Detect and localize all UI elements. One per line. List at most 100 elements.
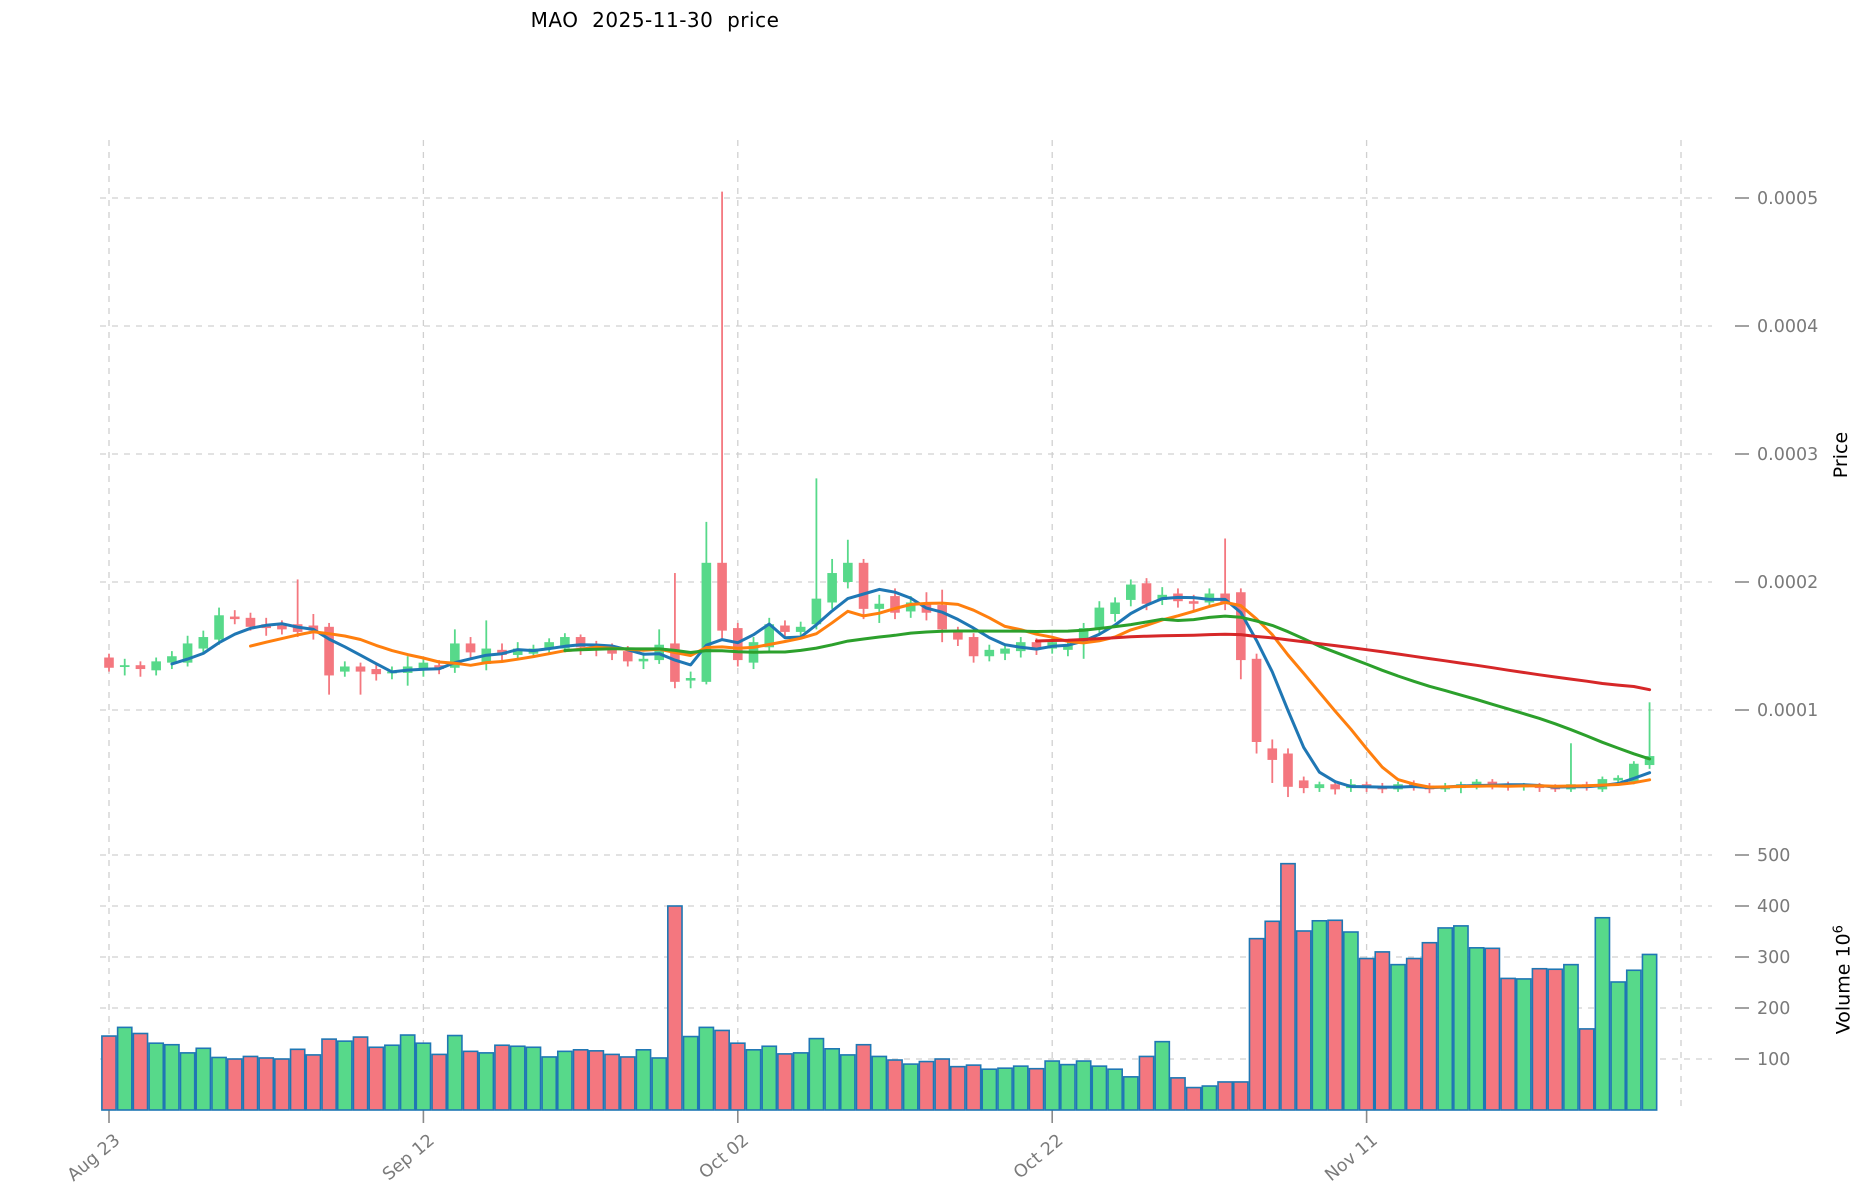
price-tick-label: 0.0001 <box>1757 701 1818 721</box>
volume-bar <box>1107 1068 1123 1111</box>
volume-bar <box>1154 1040 1171 1111</box>
moving-average-30 <box>563 614 1652 761</box>
volume-bar <box>368 1046 385 1111</box>
candle-body <box>968 637 979 657</box>
volume-bar <box>588 1050 605 1111</box>
candle-body <box>355 666 366 672</box>
volume-bar <box>1578 1028 1595 1111</box>
volume-bar <box>1625 969 1642 1111</box>
volume-bar <box>1122 1076 1139 1111</box>
volume-bar <box>604 1053 620 1111</box>
candle-body <box>465 643 476 653</box>
volume-bar <box>667 905 683 1111</box>
moving-average-5 <box>170 587 1652 790</box>
candle-body <box>780 625 790 632</box>
candle-body <box>277 625 287 630</box>
volume-bar <box>258 1057 275 1111</box>
volume-bar <box>1138 1055 1155 1111</box>
volume-tick-label: 400 <box>1757 897 1790 917</box>
volume-bar <box>1405 957 1422 1111</box>
volume-bar <box>1012 1065 1029 1111</box>
candle-body <box>434 665 444 670</box>
candle-body <box>1314 784 1325 789</box>
volume-bar <box>211 1056 227 1111</box>
candle-body <box>198 637 209 649</box>
volume-bar <box>179 1052 196 1111</box>
volume-bar <box>855 1043 872 1111</box>
volume-bar <box>1295 930 1312 1111</box>
candle-body <box>670 643 680 682</box>
volume-bar <box>1342 931 1359 1111</box>
candle-body <box>1094 607 1105 630</box>
candle-body <box>1063 644 1073 650</box>
volume-bar <box>1421 941 1438 1111</box>
candle-body <box>1251 658 1262 742</box>
volume-bar <box>572 1049 589 1111</box>
volume-bar <box>1091 1065 1108 1111</box>
volume-bar <box>651 1057 668 1111</box>
candle-body <box>1330 784 1340 790</box>
volume-bar <box>1248 937 1265 1111</box>
x-tick-label: Nov 11 <box>1321 1131 1381 1186</box>
volume-bar <box>635 1049 652 1111</box>
candle-body <box>1078 628 1089 644</box>
volume-bar <box>934 1058 951 1111</box>
moving-average-10 <box>249 600 1652 789</box>
volume-bar <box>336 1040 353 1111</box>
volume-bar <box>242 1055 259 1111</box>
volume-bar <box>478 1052 495 1111</box>
volume-bar <box>541 1056 558 1111</box>
volume-tick-label: 200 <box>1757 999 1790 1019</box>
volume-axis-exponent: 6 <box>1831 925 1847 934</box>
volume-bar <box>101 1035 117 1111</box>
candle-body <box>811 598 822 625</box>
volume-axis-label-text: Volume 10 <box>1832 933 1855 1035</box>
volume-bar <box>1358 957 1375 1111</box>
candle-body <box>1629 763 1639 782</box>
candle-body <box>512 648 523 655</box>
volume-bar <box>698 1026 715 1111</box>
candle-body <box>1298 780 1309 789</box>
volume-bar <box>619 1056 636 1111</box>
volume-bar <box>682 1035 699 1111</box>
volume-bar <box>462 1050 479 1111</box>
volume-bar <box>1185 1086 1202 1111</box>
candle-body <box>340 666 350 672</box>
volume-bar <box>289 1048 306 1111</box>
volume-bar <box>431 1053 448 1111</box>
volume-bar <box>1610 981 1627 1111</box>
candle-body <box>1188 601 1199 604</box>
volume-bar <box>965 1064 982 1111</box>
candle-body <box>119 665 130 667</box>
volume-bar <box>1594 916 1611 1111</box>
candle-body <box>544 642 554 649</box>
x-tick-label: Aug 23 <box>64 1131 124 1186</box>
volume-bar <box>714 1029 730 1111</box>
volume-bar <box>777 1053 793 1111</box>
volume-bar <box>1075 1060 1092 1111</box>
candle-body <box>685 678 696 681</box>
price-tick-label: 0.0002 <box>1757 573 1818 593</box>
candle-body <box>890 596 900 613</box>
candle-body <box>418 662 429 671</box>
volume-bar <box>525 1046 542 1111</box>
volume-bar <box>116 1026 133 1111</box>
price-tick-label: 0.0005 <box>1757 189 1818 209</box>
volume-bar <box>745 1049 762 1111</box>
candle-body <box>1487 781 1498 786</box>
volume-bar <box>1327 919 1344 1111</box>
volume-bar <box>997 1067 1013 1111</box>
candle-body <box>229 616 240 620</box>
candle-body <box>622 651 633 662</box>
volume-bar <box>321 1038 337 1111</box>
candle-body <box>937 605 947 630</box>
x-tick-label: Sep 12 <box>379 1131 438 1185</box>
volume-bar <box>1468 947 1485 1111</box>
volume-bar <box>1437 927 1454 1111</box>
candle-body <box>182 643 193 663</box>
candle-body <box>1613 777 1623 781</box>
volume-bar <box>1641 953 1658 1111</box>
volume-bar <box>163 1043 180 1111</box>
candle-body <box>1267 748 1278 760</box>
